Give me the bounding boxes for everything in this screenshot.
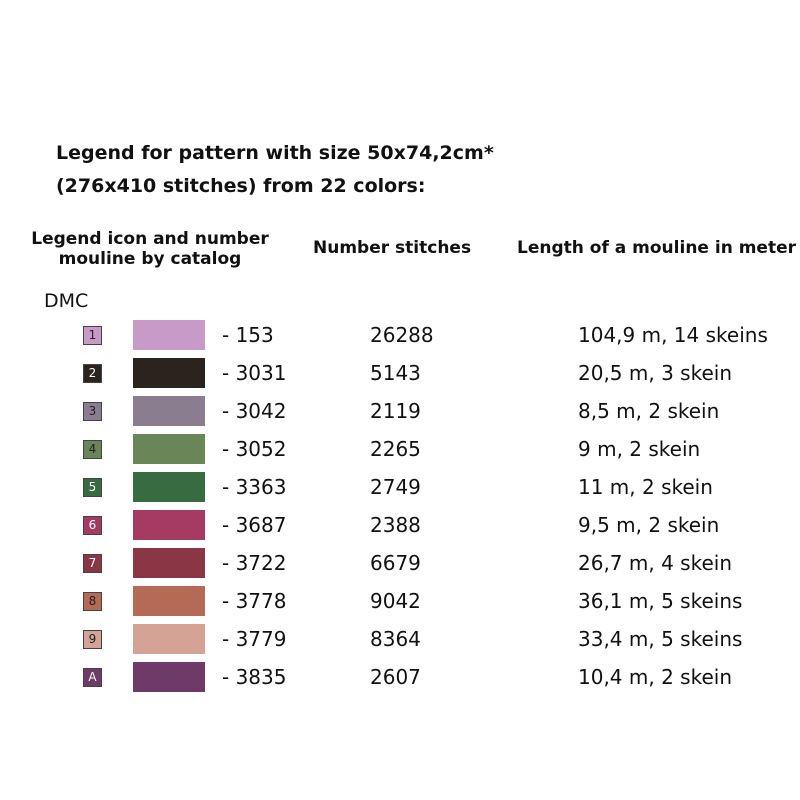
legend-symbol-icon: 2 xyxy=(83,364,102,383)
mouline-catalog-number: - 3779 xyxy=(222,627,287,651)
color-swatch xyxy=(133,434,205,464)
mouline-length: 33,4 m, 5 skeins xyxy=(578,627,743,651)
stitch-count: 6679 xyxy=(370,551,421,575)
mouline-catalog-number: - 153 xyxy=(222,323,274,347)
color-swatch xyxy=(133,358,205,388)
legend-row: 9 - 3779 8364 33,4 m, 5 skeins xyxy=(0,619,800,657)
legend-title-line-1: Legend for pattern with size 50x74,2cm* xyxy=(56,142,494,164)
stitch-count: 2388 xyxy=(370,513,421,537)
color-swatch xyxy=(133,548,205,578)
color-swatch xyxy=(133,510,205,540)
legend-symbol-icon: 4 xyxy=(83,440,102,459)
legend-row: 8 - 3778 9042 36,1 m, 5 skeins xyxy=(0,581,800,619)
stitch-count: 5143 xyxy=(370,361,421,385)
mouline-catalog-number: - 3042 xyxy=(222,399,287,423)
mouline-length: 10,4 m, 2 skein xyxy=(578,665,732,689)
stitch-count: 2749 xyxy=(370,475,421,499)
mouline-catalog-number: - 3031 xyxy=(222,361,287,385)
legend-symbol-icon: 8 xyxy=(83,592,102,611)
legend-row: 7 - 3722 6679 26,7 m, 4 skein xyxy=(0,543,800,581)
color-swatch xyxy=(133,320,205,350)
color-swatch xyxy=(133,396,205,426)
color-swatch xyxy=(133,586,205,616)
color-swatch xyxy=(133,662,205,692)
stitch-count: 2607 xyxy=(370,665,421,689)
stitch-count: 2119 xyxy=(370,399,421,423)
mouline-length: 9,5 m, 2 skein xyxy=(578,513,720,537)
mouline-length: 11 m, 2 skein xyxy=(578,475,713,499)
legend-row: 6 - 3687 2388 9,5 m, 2 skein xyxy=(0,505,800,543)
mouline-length: 20,5 m, 3 skein xyxy=(578,361,732,385)
stitch-count: 26288 xyxy=(370,323,434,347)
column-header-icon-line-1: Legend icon and number xyxy=(31,229,269,249)
legend-symbol-icon: 9 xyxy=(83,630,102,649)
color-swatch xyxy=(133,472,205,502)
mouline-length: 8,5 m, 2 skein xyxy=(578,399,720,423)
column-header-icon-line-2: mouline by catalog xyxy=(58,249,242,269)
legend-row: 3 - 3042 2119 8,5 m, 2 skein xyxy=(0,391,800,429)
mouline-catalog-number: - 3363 xyxy=(222,475,287,499)
column-header-stitches: Number stitches xyxy=(313,238,472,258)
mouline-catalog-number: - 3722 xyxy=(222,551,287,575)
legend-symbol-icon: 1 xyxy=(83,326,102,345)
legend-symbol-icon: 6 xyxy=(83,516,102,535)
legend-symbol-icon: 7 xyxy=(83,554,102,573)
stitch-count: 8364 xyxy=(370,627,421,651)
mouline-length: 9 m, 2 skein xyxy=(578,437,701,461)
column-header-icon-number: Legend icon and number mouline by catalo… xyxy=(22,229,278,269)
mouline-length: 26,7 m, 4 skein xyxy=(578,551,732,575)
color-swatch xyxy=(133,624,205,654)
legend-symbol-icon: 3 xyxy=(83,402,102,421)
mouline-catalog-number: - 3778 xyxy=(222,589,287,613)
legend-symbol-icon: A xyxy=(83,668,102,687)
mouline-length: 104,9 m, 14 skeins xyxy=(578,323,768,347)
legend-table: 1 - 153 26288 104,9 m, 14 skeins 2 - 303… xyxy=(0,315,800,695)
legend-symbol-icon: 5 xyxy=(83,478,102,497)
brand-label: DMC xyxy=(44,290,89,312)
legend-title-line-2: (276x410 stitches) from 22 colors: xyxy=(56,175,426,197)
legend-row: 1 - 153 26288 104,9 m, 14 skeins xyxy=(0,315,800,353)
legend-row: A - 3835 2607 10,4 m, 2 skein xyxy=(0,657,800,695)
legend-row: 5 - 3363 2749 11 m, 2 skein xyxy=(0,467,800,505)
mouline-catalog-number: - 3835 xyxy=(222,665,287,689)
mouline-catalog-number: - 3687 xyxy=(222,513,287,537)
mouline-catalog-number: - 3052 xyxy=(222,437,287,461)
stitch-count: 9042 xyxy=(370,589,421,613)
legend-row: 2 - 3031 5143 20,5 m, 3 skein xyxy=(0,353,800,391)
legend-row: 4 - 3052 2265 9 m, 2 skein xyxy=(0,429,800,467)
column-header-length: Length of a mouline in meter xyxy=(517,238,796,258)
stitch-count: 2265 xyxy=(370,437,421,461)
mouline-length: 36,1 m, 5 skeins xyxy=(578,589,743,613)
